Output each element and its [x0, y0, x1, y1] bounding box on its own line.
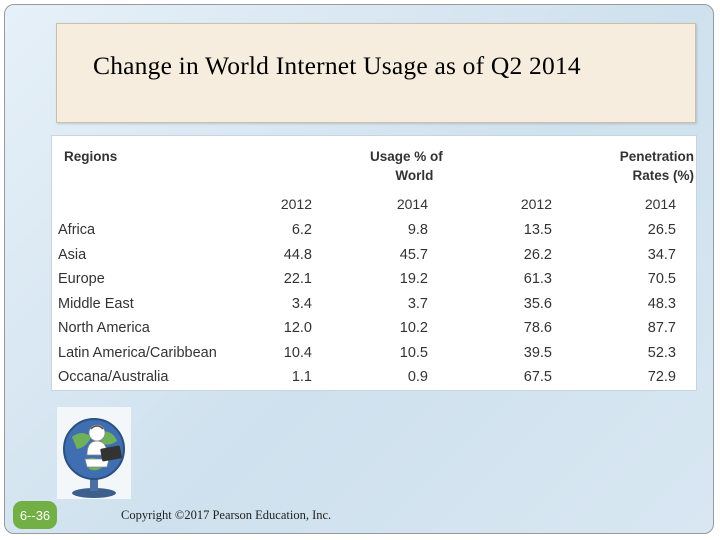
header-usage-line2: World — [395, 168, 434, 183]
cell-region: Latin America/Caribbean — [58, 344, 217, 361]
year-pen-2014: 2014 — [644, 196, 676, 212]
cell-pen-2014: 70.5 — [647, 271, 676, 288]
cell-region: Middle East — [58, 295, 134, 312]
cell-usage-2012: 1.1 — [291, 369, 312, 386]
cell-region: Occana/Australia — [58, 369, 169, 386]
cell-usage-2014: 10.2 — [399, 320, 428, 337]
table-body: Africa 6.2 9.8 13.5 26.5 Asia 44.8 45.7 26.2 34.7… — [58, 218, 676, 390]
cell-usage-2012: 6.2 — [291, 222, 312, 239]
year-pen-2012: 2012 — [520, 196, 552, 212]
copyright-text: Copyright ©2017 Pearson Education, Inc. — [121, 508, 332, 522]
cell-usage-2014: 9.8 — [407, 222, 428, 239]
slide-title: Change in World Internet Usage as of Q2 … — [93, 51, 581, 80]
cell-usage-2014: 0.9 — [407, 369, 428, 386]
table-row: Latin America/Caribbean 10.4 10.5 39.5 52.3 — [58, 341, 676, 366]
internet-usage-table: Regions Usage % of World Penetration Rat… — [51, 135, 697, 391]
year-usage-2012: 2012 — [280, 196, 312, 212]
cell-pen-2014: 48.3 — [647, 295, 676, 312]
header-penetration: Penetration Rates (%) — [612, 147, 694, 185]
cell-pen-2014: 34.7 — [647, 246, 676, 263]
cell-pen-2014: 52.3 — [647, 344, 676, 361]
cell-pen-2014: 72.9 — [647, 369, 676, 386]
header-usage: Usage % of World — [370, 147, 443, 185]
cell-region: North America — [58, 320, 150, 337]
cell-pen-2014: 26.5 — [647, 222, 676, 239]
table-row: Middle East 3.4 3.7 35.6 48.3 — [58, 292, 676, 317]
data-table: Africa 6.2 9.8 13.5 26.5 Asia 44.8 45.7 26.2 34.7… — [58, 218, 676, 390]
table-row: Africa 6.2 9.8 13.5 26.5 — [58, 218, 676, 243]
cell-usage-2014: 45.7 — [399, 246, 428, 263]
cell-pen-2012: 61.3 — [523, 271, 552, 288]
cell-usage-2012: 3.4 — [291, 295, 312, 312]
slide-frame: Change in World Internet Usage as of Q2 … — [4, 4, 714, 534]
cell-pen-2012: 67.5 — [523, 369, 552, 386]
cell-pen-2012: 78.6 — [523, 320, 552, 337]
cell-pen-2012: 39.5 — [523, 344, 552, 361]
cell-usage-2012: 10.4 — [283, 344, 312, 361]
table-row: Europe 22.1 19.2 61.3 70.5 — [58, 267, 676, 292]
cell-pen-2012: 13.5 — [523, 222, 552, 239]
table-row: Occana/Australia 1.1 0.9 67.5 72.9 — [58, 365, 676, 390]
cell-region: Europe — [58, 271, 105, 288]
cell-pen-2012: 35.6 — [523, 295, 552, 312]
table-row: North America 12.0 10.2 78.6 87.7 — [58, 316, 676, 341]
cell-usage-2014: 10.5 — [399, 344, 428, 361]
header-regions: Regions — [64, 149, 118, 164]
title-box: Change in World Internet Usage as of Q2 … — [56, 23, 696, 123]
cell-region: Africa — [58, 222, 96, 239]
cell-pen-2012: 26.2 — [523, 246, 552, 263]
table-row: Asia 44.8 45.7 26.2 34.7 — [58, 243, 676, 268]
page-number-badge: 6--36 — [13, 501, 57, 529]
header-pen-line1: Penetration — [619, 149, 694, 164]
header-pen-line2: Rates (%) — [632, 168, 694, 183]
cell-usage-2012: 22.1 — [283, 271, 312, 288]
cell-region: Asia — [58, 246, 87, 263]
cell-usage-2012: 12.0 — [283, 320, 312, 337]
year-usage-2014: 2014 — [396, 196, 428, 212]
cell-usage-2014: 19.2 — [399, 271, 428, 288]
cell-usage-2012: 44.8 — [283, 246, 312, 263]
cell-pen-2014: 87.7 — [647, 320, 676, 337]
person-on-globe-with-laptop-icon — [57, 407, 131, 499]
cell-usage-2014: 3.7 — [407, 295, 428, 312]
header-usage-line1: Usage % of — [370, 149, 443, 164]
